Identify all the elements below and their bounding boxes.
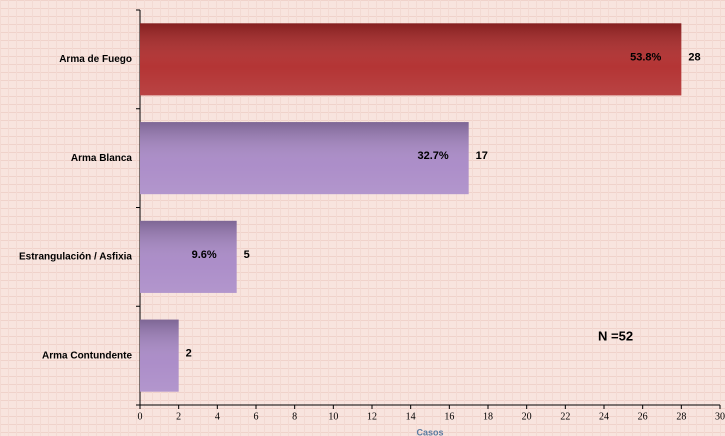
x-tick-label: 28 (676, 411, 686, 422)
value-label: 17 (476, 150, 488, 162)
x-tick-label: 12 (367, 411, 377, 422)
x-tick-label: 26 (638, 411, 648, 422)
category-label: Estrangulación / Asfixia (19, 252, 132, 263)
x-tick-label: 2 (176, 411, 181, 422)
value-label: 28 (688, 51, 700, 63)
value-label: 2 (186, 348, 192, 360)
x-tick-label: 30 (715, 411, 725, 422)
x-tick-label: 20 (522, 411, 532, 422)
x-tick-label: 22 (560, 411, 570, 422)
percent-label: 53.8% (630, 51, 661, 63)
annotation: N =52 (598, 328, 633, 343)
percent-label: 32.7% (417, 150, 448, 162)
category-label: Arma de Fuego (59, 54, 132, 65)
x-tick-label: 8 (292, 411, 297, 422)
x-axis-label: Casos (416, 427, 443, 436)
x-tick-label: 10 (328, 411, 338, 422)
category-label: Arma Contundente (42, 350, 132, 361)
x-tick-label: 18 (483, 411, 493, 422)
category-label: Arma Blanca (71, 153, 133, 164)
x-tick-label: 24 (599, 411, 609, 422)
x-tick-label: 14 (406, 411, 416, 422)
bar-shade (140, 23, 682, 96)
bar-shade (140, 220, 237, 293)
x-tick-label: 4 (215, 411, 220, 422)
bar-shade (140, 122, 469, 195)
percent-label: 9.6% (192, 249, 217, 261)
value-label: 5 (244, 249, 250, 261)
x-tick-label: 0 (138, 411, 143, 422)
x-tick-label: 16 (444, 411, 454, 422)
bar-shade (140, 319, 179, 392)
x-tick-label: 6 (254, 411, 259, 422)
